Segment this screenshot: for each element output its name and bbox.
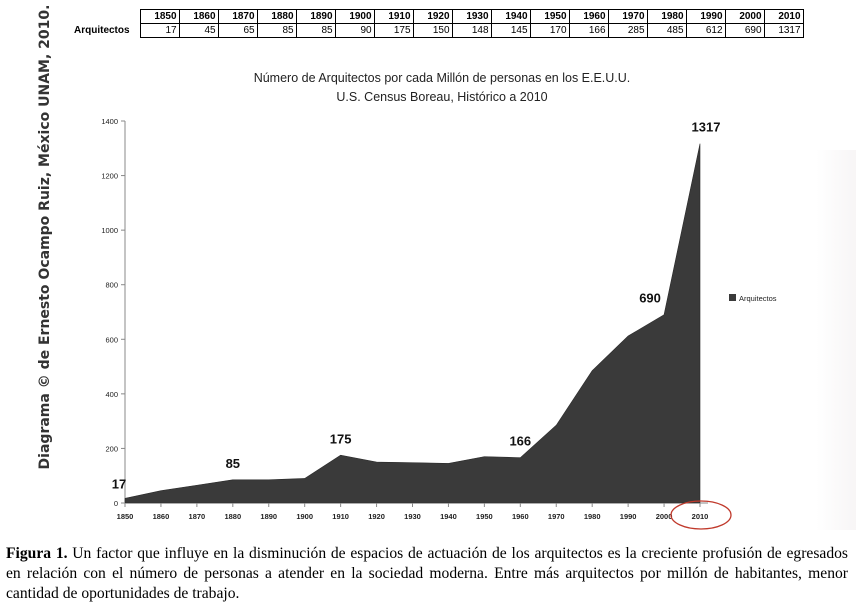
chart-title: Número de Arquitectos por cada Millón de… — [254, 71, 631, 85]
x-tick-label: 1900 — [296, 512, 313, 521]
data-label: 85 — [226, 456, 240, 471]
y-tick-label: 800 — [105, 281, 118, 290]
table-row: Arquitectos 17 45 65 85 85 90 175 150 148 145 170 1… — [72, 23, 804, 38]
x-tick-label: 2000 — [656, 512, 673, 521]
chart-subtitle: U.S. Census Boreau, Histórico a 2010 — [336, 90, 547, 104]
chart-area-layer — [124, 143, 701, 504]
x-tick-label: 1980 — [584, 512, 601, 521]
x-tick-label: 1870 — [189, 512, 206, 521]
x-tick-label: 1950 — [476, 512, 493, 521]
y-tick-label: 400 — [105, 390, 118, 399]
legend-label: Arquitectos — [739, 294, 777, 303]
table-cell: 485 — [646, 23, 687, 38]
chart: Número de Arquitectos por cada Millón de… — [101, 71, 777, 530]
y-tick-label: 200 — [105, 444, 118, 453]
table-cell: 170 — [529, 23, 570, 38]
area-series-arquitectos — [124, 143, 701, 504]
data-table: 1850 1860 1870 1880 1890 1900 1910 1920 1930 1940… — [72, 9, 804, 38]
caption-text: Un factor que influye en la disminución … — [6, 545, 848, 602]
table-cell: 1317 — [763, 23, 804, 38]
y-tick-label: 0 — [114, 499, 118, 508]
table-header-row: 1850 1860 1870 1880 1890 1900 1910 1920 1930 1940… — [72, 9, 804, 24]
highlight-ellipse — [670, 500, 732, 530]
x-tick-label: 1880 — [224, 512, 241, 521]
x-tick-label: 1940 — [440, 512, 457, 521]
x-tick-label: 1890 — [260, 512, 277, 521]
chart-legend: Arquitectos — [729, 294, 777, 303]
data-label: 690 — [639, 291, 661, 306]
table-cell: 85 — [256, 23, 297, 38]
x-tick-label: 2010 — [692, 512, 709, 521]
caption-label: Figura 1. — [6, 545, 68, 562]
x-tick-label: 1860 — [153, 512, 170, 521]
x-tick-label: 1850 — [117, 512, 134, 521]
chart-ticks: 0 200 400 600 800 1000 1200 1400 1850 1860 1870 188… — [101, 117, 732, 530]
background-decoration — [816, 150, 856, 530]
x-tick-label: 1970 — [548, 512, 565, 521]
chart-data-labels: 17 85 175 166 690 1317 — [112, 120, 721, 492]
y-tick-label: 1000 — [101, 226, 118, 235]
data-label: 1317 — [692, 120, 721, 135]
data-label: 166 — [509, 434, 531, 449]
data-label: 175 — [330, 431, 352, 446]
table-row-label: Arquitectos — [74, 25, 130, 36]
table-cell: 166 — [568, 23, 609, 38]
figure-caption: Figura 1. Un factor que influye en la di… — [6, 544, 848, 604]
x-tick-label: 1930 — [404, 512, 421, 521]
y-tick-label: 1400 — [101, 117, 118, 126]
table-cell: 175 — [373, 23, 414, 38]
x-tick-label: 1990 — [620, 512, 637, 521]
data-label: 17 — [112, 476, 126, 491]
x-tick-label: 1960 — [512, 512, 529, 521]
legend-swatch — [729, 294, 736, 301]
y-tick-label: 1200 — [101, 172, 118, 181]
y-tick-label: 600 — [105, 335, 118, 344]
x-tick-label: 1920 — [368, 512, 385, 521]
x-tick-label: 1910 — [332, 512, 349, 521]
